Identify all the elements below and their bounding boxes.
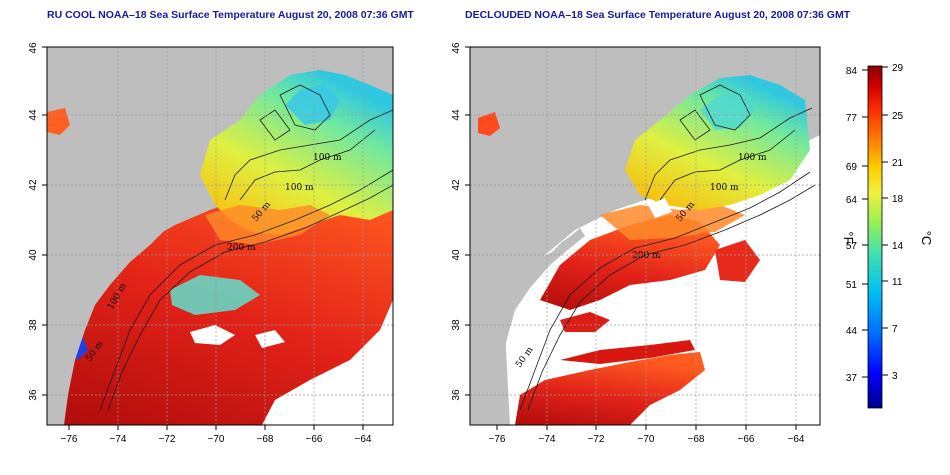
y-tick-label: 38 (28, 319, 39, 331)
colorbar-tick-marks (862, 66, 888, 378)
c-tick-label: 11 (892, 277, 903, 288)
left-masked-ocean (262, 300, 393, 425)
right-plot-frame (469, 46, 821, 426)
f-tick-label: 69 (846, 162, 858, 173)
f-tick-label: 64 (846, 195, 858, 206)
left-cool-water (200, 70, 393, 235)
right-bathymetry-contours (519, 84, 816, 411)
x-tick-label: −66 (738, 434, 755, 445)
y-tick-label: 46 (451, 42, 462, 54)
right-warm-patch (560, 312, 610, 332)
y-tick-label: 40 (28, 249, 39, 261)
f-tick-label: 37 (846, 373, 858, 384)
x-tick-label: −72 (159, 434, 176, 445)
left-sst-map: 100 m 100 m 50 m 200 m 100 m 50 m (28, 42, 394, 445)
left-white-cloud-2 (255, 330, 285, 348)
x-tick-label: −64 (355, 434, 372, 445)
y-tick-label: 36 (28, 389, 39, 401)
right-sst-map: 100 m 100 m 50 m 200 m 50 m (451, 42, 821, 445)
f-tick-label: 44 (846, 326, 858, 337)
right-coastline (470, 228, 585, 425)
c-tick-label: 21 (892, 158, 904, 169)
fahrenheit-tick-labels: 84 77 69 64 57 51 44 37 (846, 66, 858, 384)
c-tick-label: 3 (892, 371, 898, 382)
left-white-cloud-1 (190, 325, 235, 345)
right-y-tick-labels: 36 38 40 42 44 46 (451, 42, 462, 401)
x-tick-label: −72 (588, 434, 605, 445)
c-tick-label: 7 (892, 324, 898, 335)
c-tick-label: 18 (892, 194, 904, 205)
contour-label: 100 m (313, 153, 342, 163)
right-offshore-patch (715, 240, 760, 282)
y-tick-label: 36 (451, 389, 462, 401)
x-tick-label: −68 (257, 434, 274, 445)
x-tick-label: −76 (489, 434, 506, 445)
x-tick-label: −64 (788, 434, 805, 445)
c-tick-label: 25 (892, 111, 904, 122)
right-x-tick-labels: −76 −74 −72 −70 −68 −66 −64 (489, 434, 805, 445)
contour-label: 200 m (227, 243, 256, 253)
right-warm-water-south (515, 352, 705, 425)
y-tick-label: 40 (451, 249, 462, 261)
left-panel-title: RU COOL NOAA–18 Sea Surface Temperature … (47, 9, 414, 21)
x-tick-label: −66 (306, 434, 323, 445)
c-tick-label: 14 (892, 241, 904, 252)
c-tick-label: 29 (892, 63, 904, 74)
right-warm-strip (560, 340, 695, 364)
left-bathymetry-contours (99, 84, 393, 411)
contour-label: 200 m (632, 251, 661, 261)
right-white-gap (648, 198, 672, 218)
f-tick-label: 51 (846, 280, 858, 291)
f-tick-label: 77 (846, 113, 858, 124)
y-tick-label: 42 (28, 179, 39, 191)
f-tick-label: 84 (846, 66, 858, 77)
f-tick-label: 57 (846, 241, 858, 252)
left-shelf-orange (205, 205, 330, 245)
y-tick-label: 44 (28, 109, 39, 121)
left-y-tick-labels: 36 38 40 42 44 46 (28, 42, 39, 401)
y-tick-label: 42 (451, 179, 462, 191)
x-tick-label: −68 (688, 434, 705, 445)
x-tick-label: −70 (638, 434, 655, 445)
contour-label: 100 m (710, 183, 739, 193)
x-tick-label: −70 (208, 434, 225, 445)
celsius-tick-labels: 29 25 21 18 14 11 7 3 (892, 63, 904, 382)
right-graticule (470, 47, 820, 425)
right-warm-water-north (540, 215, 720, 310)
left-plot-frame (46, 46, 394, 426)
y-tick-label: 44 (451, 109, 462, 121)
x-tick-label: −74 (110, 434, 127, 445)
left-gulf-maine-cold (285, 85, 340, 125)
colorbar-ramp (867, 65, 883, 409)
right-cool-water (625, 75, 810, 210)
x-tick-label: −76 (61, 434, 78, 445)
fahrenheit-unit-label: °F (841, 231, 856, 244)
left-x-tick-labels: −76 −74 −72 −70 −68 −66 −64 (61, 434, 372, 445)
temperature-colorbar: 84 77 69 64 57 51 44 37 29 25 21 18 14 1… (841, 63, 934, 409)
contour-label: 100 m (285, 183, 314, 193)
contour-label: 100 m (738, 153, 767, 163)
celsius-unit-label: °C (919, 231, 934, 246)
left-cyan-patch (170, 275, 260, 315)
left-graticule (47, 47, 393, 425)
right-gulf-maine-cold (700, 92, 755, 130)
y-tick-label: 46 (28, 42, 39, 54)
y-tick-label: 38 (451, 319, 462, 331)
right-bay-patch (478, 112, 500, 136)
right-tick-marks (465, 46, 797, 430)
right-panel-title: DECLOUDED NOAA–18 Sea Surface Temperatur… (465, 9, 851, 21)
x-tick-label: −74 (539, 434, 556, 445)
left-coastline (47, 225, 163, 425)
right-shelf-orange (600, 205, 745, 240)
left-tick-marks (42, 46, 364, 430)
